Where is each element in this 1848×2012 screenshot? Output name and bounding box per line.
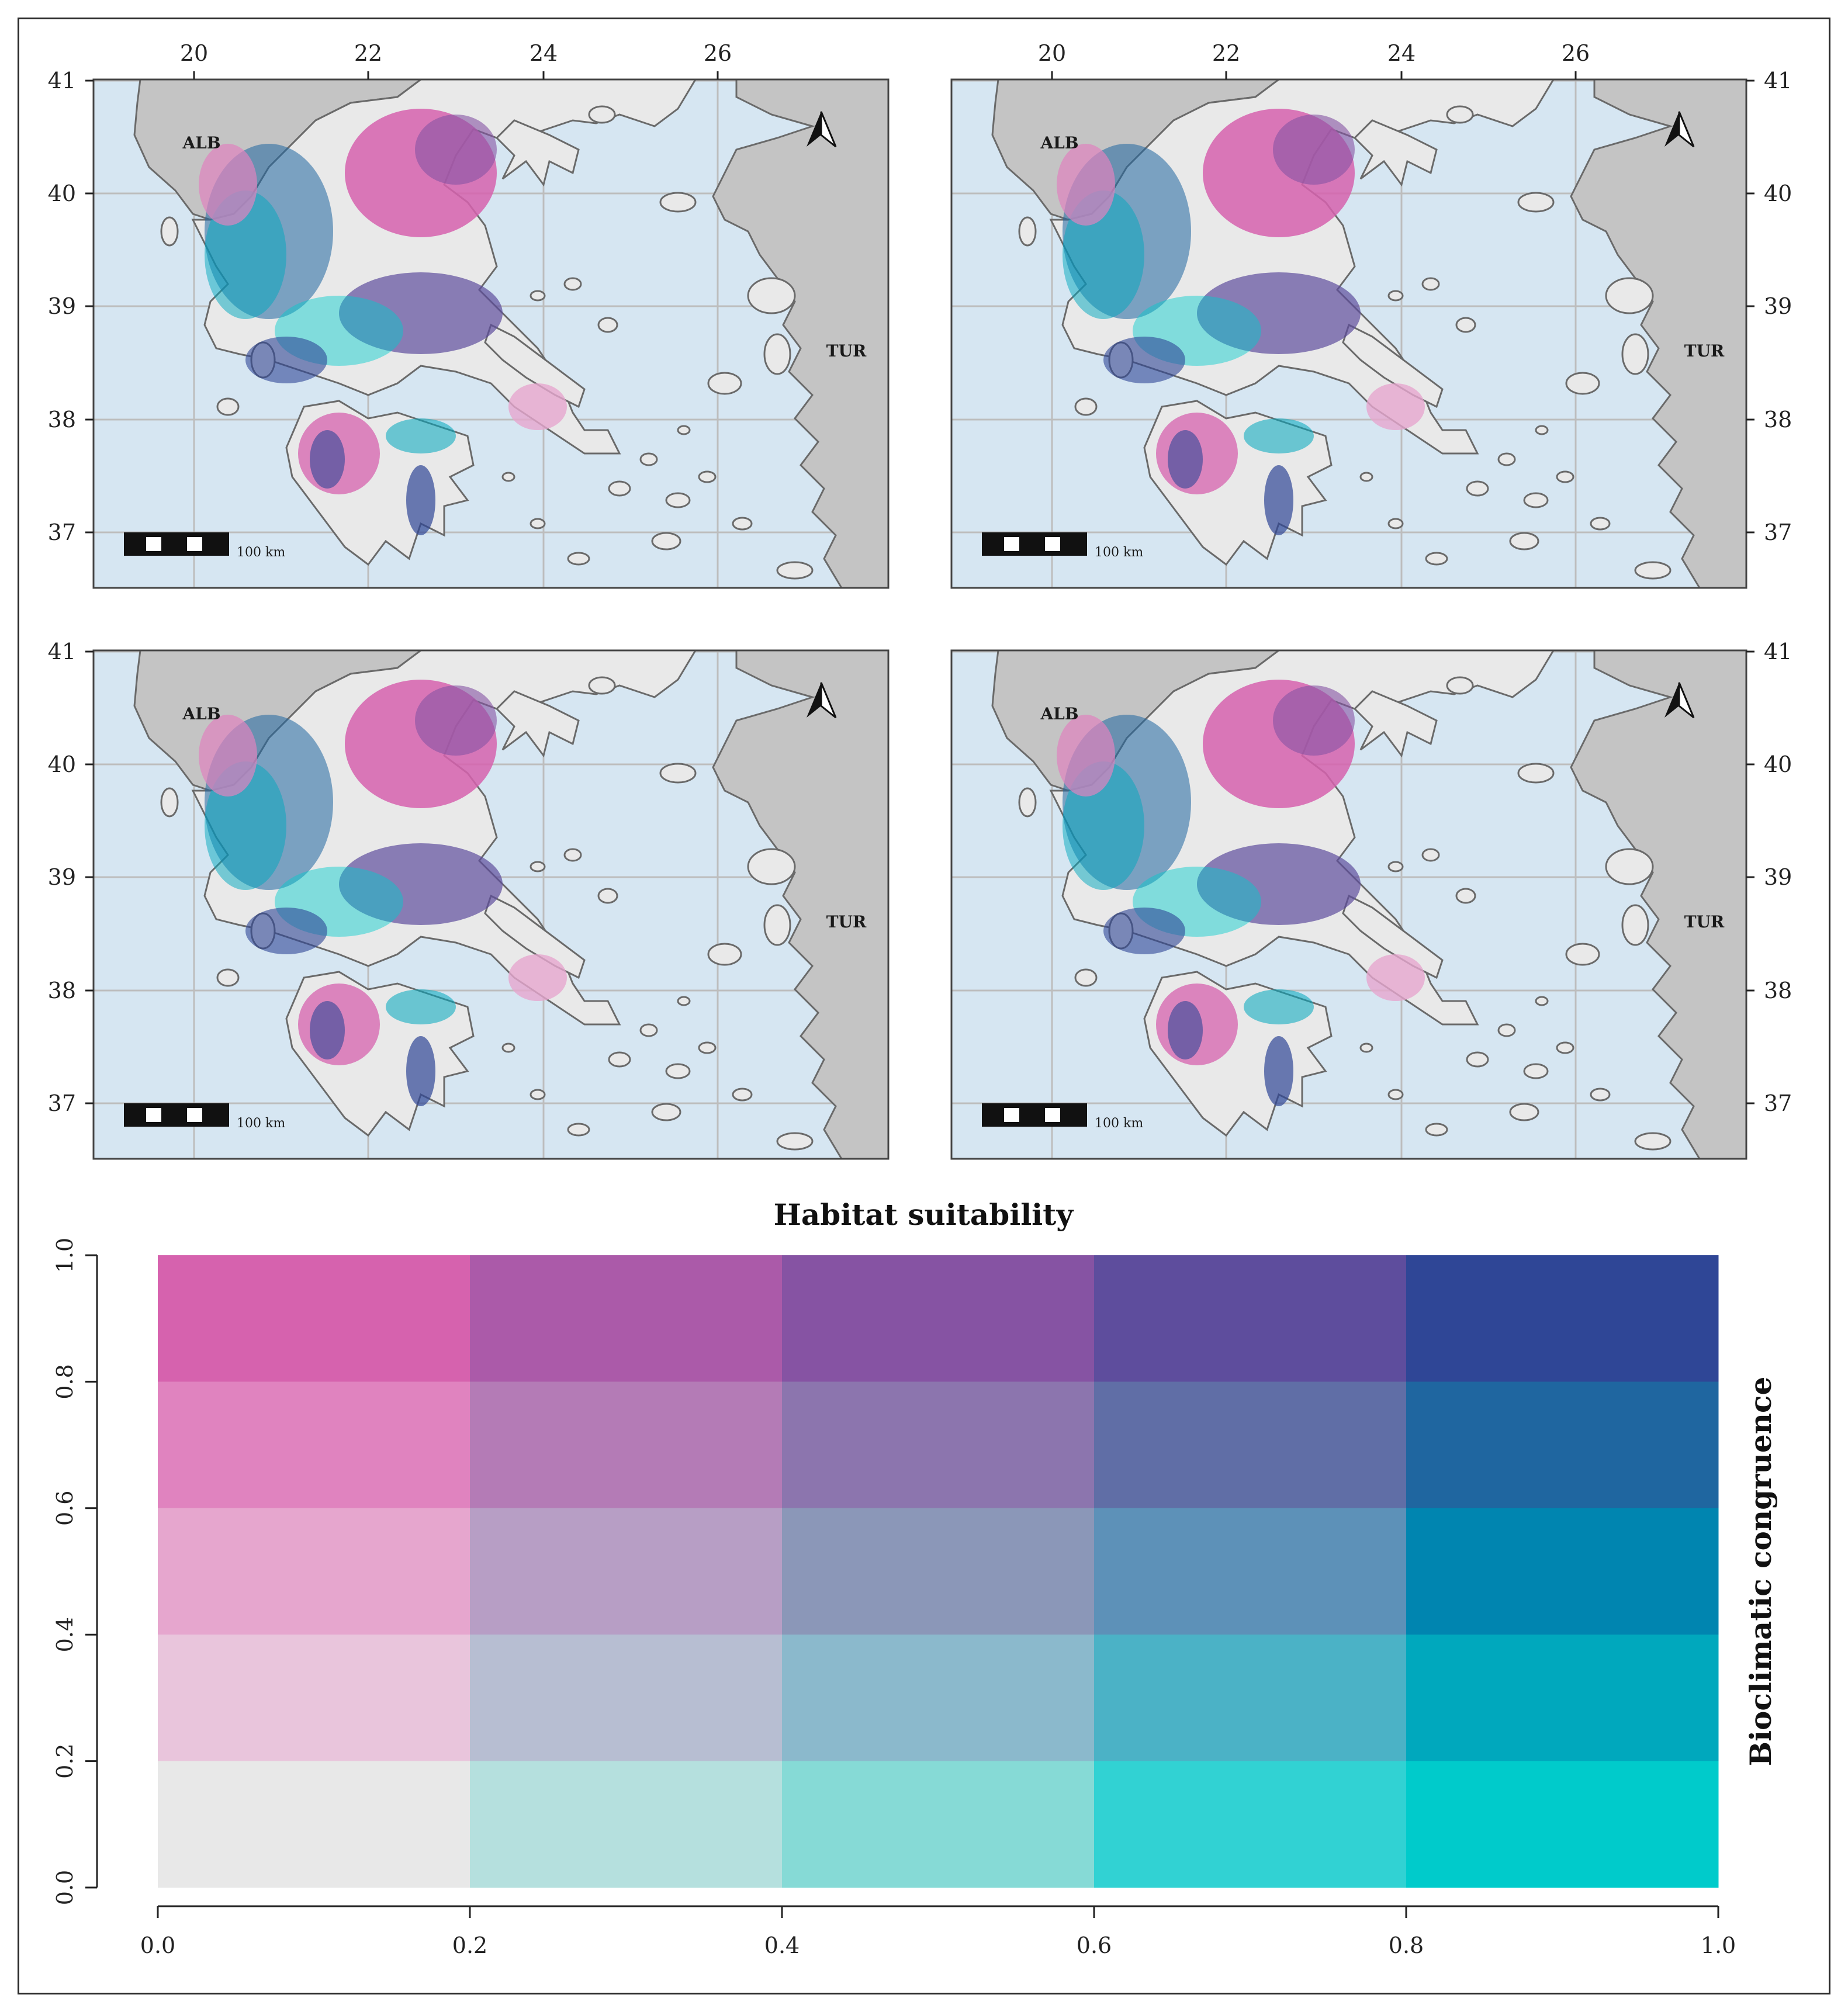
legend-y-title: Bioclimatic congruence xyxy=(1743,1377,1778,1767)
lat-tick-label: 40 xyxy=(48,181,76,206)
figure-frame xyxy=(18,18,1830,1994)
label-turkey: TUR xyxy=(1684,912,1725,931)
legend-cell-r2-c0 xyxy=(158,1508,470,1635)
legend-x-tick-label: 1.0 xyxy=(1701,1933,1736,1958)
legend-cell-r4-c3 xyxy=(1094,1761,1407,1888)
legend-cell-r0-c2 xyxy=(782,1255,1095,1382)
legend-cell-r4-c0 xyxy=(158,1761,470,1888)
legend-cell-r4-c4 xyxy=(1406,1761,1719,1888)
lat-tick-label: 37 xyxy=(48,1090,76,1116)
lat-tick-label: 40 xyxy=(48,752,76,777)
legend-cell-r1-c0 xyxy=(158,1381,470,1509)
scale-label: 100 km xyxy=(237,545,285,560)
map-panel-top-left: ALB TUR 100 km 41 40 39 38 37 20 22 24 26 xyxy=(48,40,890,589)
label-turkey: TUR xyxy=(1684,341,1725,361)
legend-cell-r3-c0 xyxy=(158,1634,470,1762)
legend-cell-r3-c2 xyxy=(782,1634,1095,1762)
label-albania: ALB xyxy=(182,133,220,153)
legend-cell-r2-c4 xyxy=(1406,1508,1719,1635)
legend-y-tick-label: 0.0 xyxy=(52,1870,78,1905)
map-border xyxy=(92,78,890,589)
legend-cell-r0-c3 xyxy=(1094,1255,1407,1382)
lat-tick-label: 37 xyxy=(1764,520,1792,545)
map-panel-bottom-right: ALB TUR 100 km 41 40 39 38 37 xyxy=(950,639,1792,1160)
legend-y-tick-label: 0.6 xyxy=(52,1491,78,1526)
legend-cell-r3-c3 xyxy=(1094,1634,1407,1762)
lon-tick-label: 24 xyxy=(530,40,558,66)
legend-x-tick-label: 0.0 xyxy=(140,1933,175,1958)
legend-cell-r4-c1 xyxy=(470,1761,783,1888)
lon-tick-label: 22 xyxy=(354,40,382,66)
legend-x-tick-label: 0.2 xyxy=(452,1933,487,1958)
legend-cell-r0-c0 xyxy=(158,1255,470,1382)
map-panel-top-right: ALB TUR 100 km 41 40 39 38 37 20 22 24 26 xyxy=(950,40,1792,589)
map-border xyxy=(92,649,890,1160)
legend-cell-r2-c1 xyxy=(470,1508,783,1635)
legend-title: Habitat suitability xyxy=(774,1197,1075,1232)
legend-cell-r0-c1 xyxy=(470,1255,783,1382)
label-albania: ALB xyxy=(1040,704,1078,723)
lat-tick-label: 41 xyxy=(1764,68,1792,93)
lat-tick-label: 38 xyxy=(1764,978,1792,1003)
legend-cell-r3-c4 xyxy=(1406,1634,1719,1762)
map-border xyxy=(950,649,1747,1160)
legend-cell-r1-c4 xyxy=(1406,1381,1719,1509)
legend-cell-r3-c1 xyxy=(470,1634,783,1762)
lat-tick-label: 41 xyxy=(48,68,76,93)
legend-x-tick-label: 0.8 xyxy=(1389,1933,1424,1958)
label-turkey: TUR xyxy=(826,341,867,361)
label-albania: ALB xyxy=(1040,133,1078,153)
scale-label: 100 km xyxy=(1095,1116,1143,1131)
maps-layer: ALB TUR 100 km 41 40 39 38 37 20 22 24 26 ALB TUR 100 … xyxy=(48,40,1792,1160)
lat-tick-label: 40 xyxy=(1764,181,1792,206)
lon-tick-label: 22 xyxy=(1212,40,1240,66)
legend-y-tick-label: 0.4 xyxy=(52,1617,78,1652)
lon-tick-label: 20 xyxy=(180,40,208,66)
lon-tick-label: 24 xyxy=(1387,40,1416,66)
legend-cell-r1-c1 xyxy=(470,1381,783,1509)
lat-tick-label: 38 xyxy=(48,978,76,1003)
lat-tick-label: 40 xyxy=(1764,752,1792,777)
scale-label: 100 km xyxy=(1095,545,1143,560)
map-panel-bottom-left: ALB TUR 100 km 41 40 39 38 37 xyxy=(48,639,890,1160)
lon-tick-label: 26 xyxy=(704,40,732,66)
lat-tick-label: 37 xyxy=(1764,1090,1792,1116)
lat-tick-label: 37 xyxy=(48,520,76,545)
legend-y-tick-label: 0.8 xyxy=(52,1364,78,1399)
lat-tick-label: 39 xyxy=(1764,864,1792,890)
legend-cell-r1-c3 xyxy=(1094,1381,1407,1509)
lat-tick-label: 39 xyxy=(48,293,76,319)
legend-cell-r4-c2 xyxy=(782,1761,1095,1888)
legend-y-tick-label: 0.2 xyxy=(52,1743,78,1778)
lon-tick-label: 20 xyxy=(1038,40,1066,66)
legend-cell-r2-c3 xyxy=(1094,1508,1407,1635)
lat-tick-label: 38 xyxy=(1764,407,1792,432)
legend-cell-r2-c2 xyxy=(782,1508,1095,1635)
lat-tick-label: 38 xyxy=(48,407,76,432)
scale-label: 100 km xyxy=(237,1116,285,1131)
lat-tick-label: 39 xyxy=(48,864,76,890)
map-border xyxy=(950,78,1747,589)
label-turkey: TUR xyxy=(826,912,867,931)
legend-cell-r1-c2 xyxy=(782,1381,1095,1509)
legend-y-tick-label: 1.0 xyxy=(52,1238,78,1273)
lon-tick-label: 26 xyxy=(1562,40,1590,66)
legend-x-tick-label: 0.6 xyxy=(1077,1933,1112,1958)
label-albania: ALB xyxy=(182,704,220,723)
legend-cell-r0-c4 xyxy=(1406,1255,1719,1382)
legend-x-tick-label: 0.4 xyxy=(764,1933,800,1958)
lat-tick-label: 41 xyxy=(48,639,76,664)
lat-tick-label: 41 xyxy=(1764,639,1792,664)
lat-tick-label: 39 xyxy=(1764,293,1792,319)
